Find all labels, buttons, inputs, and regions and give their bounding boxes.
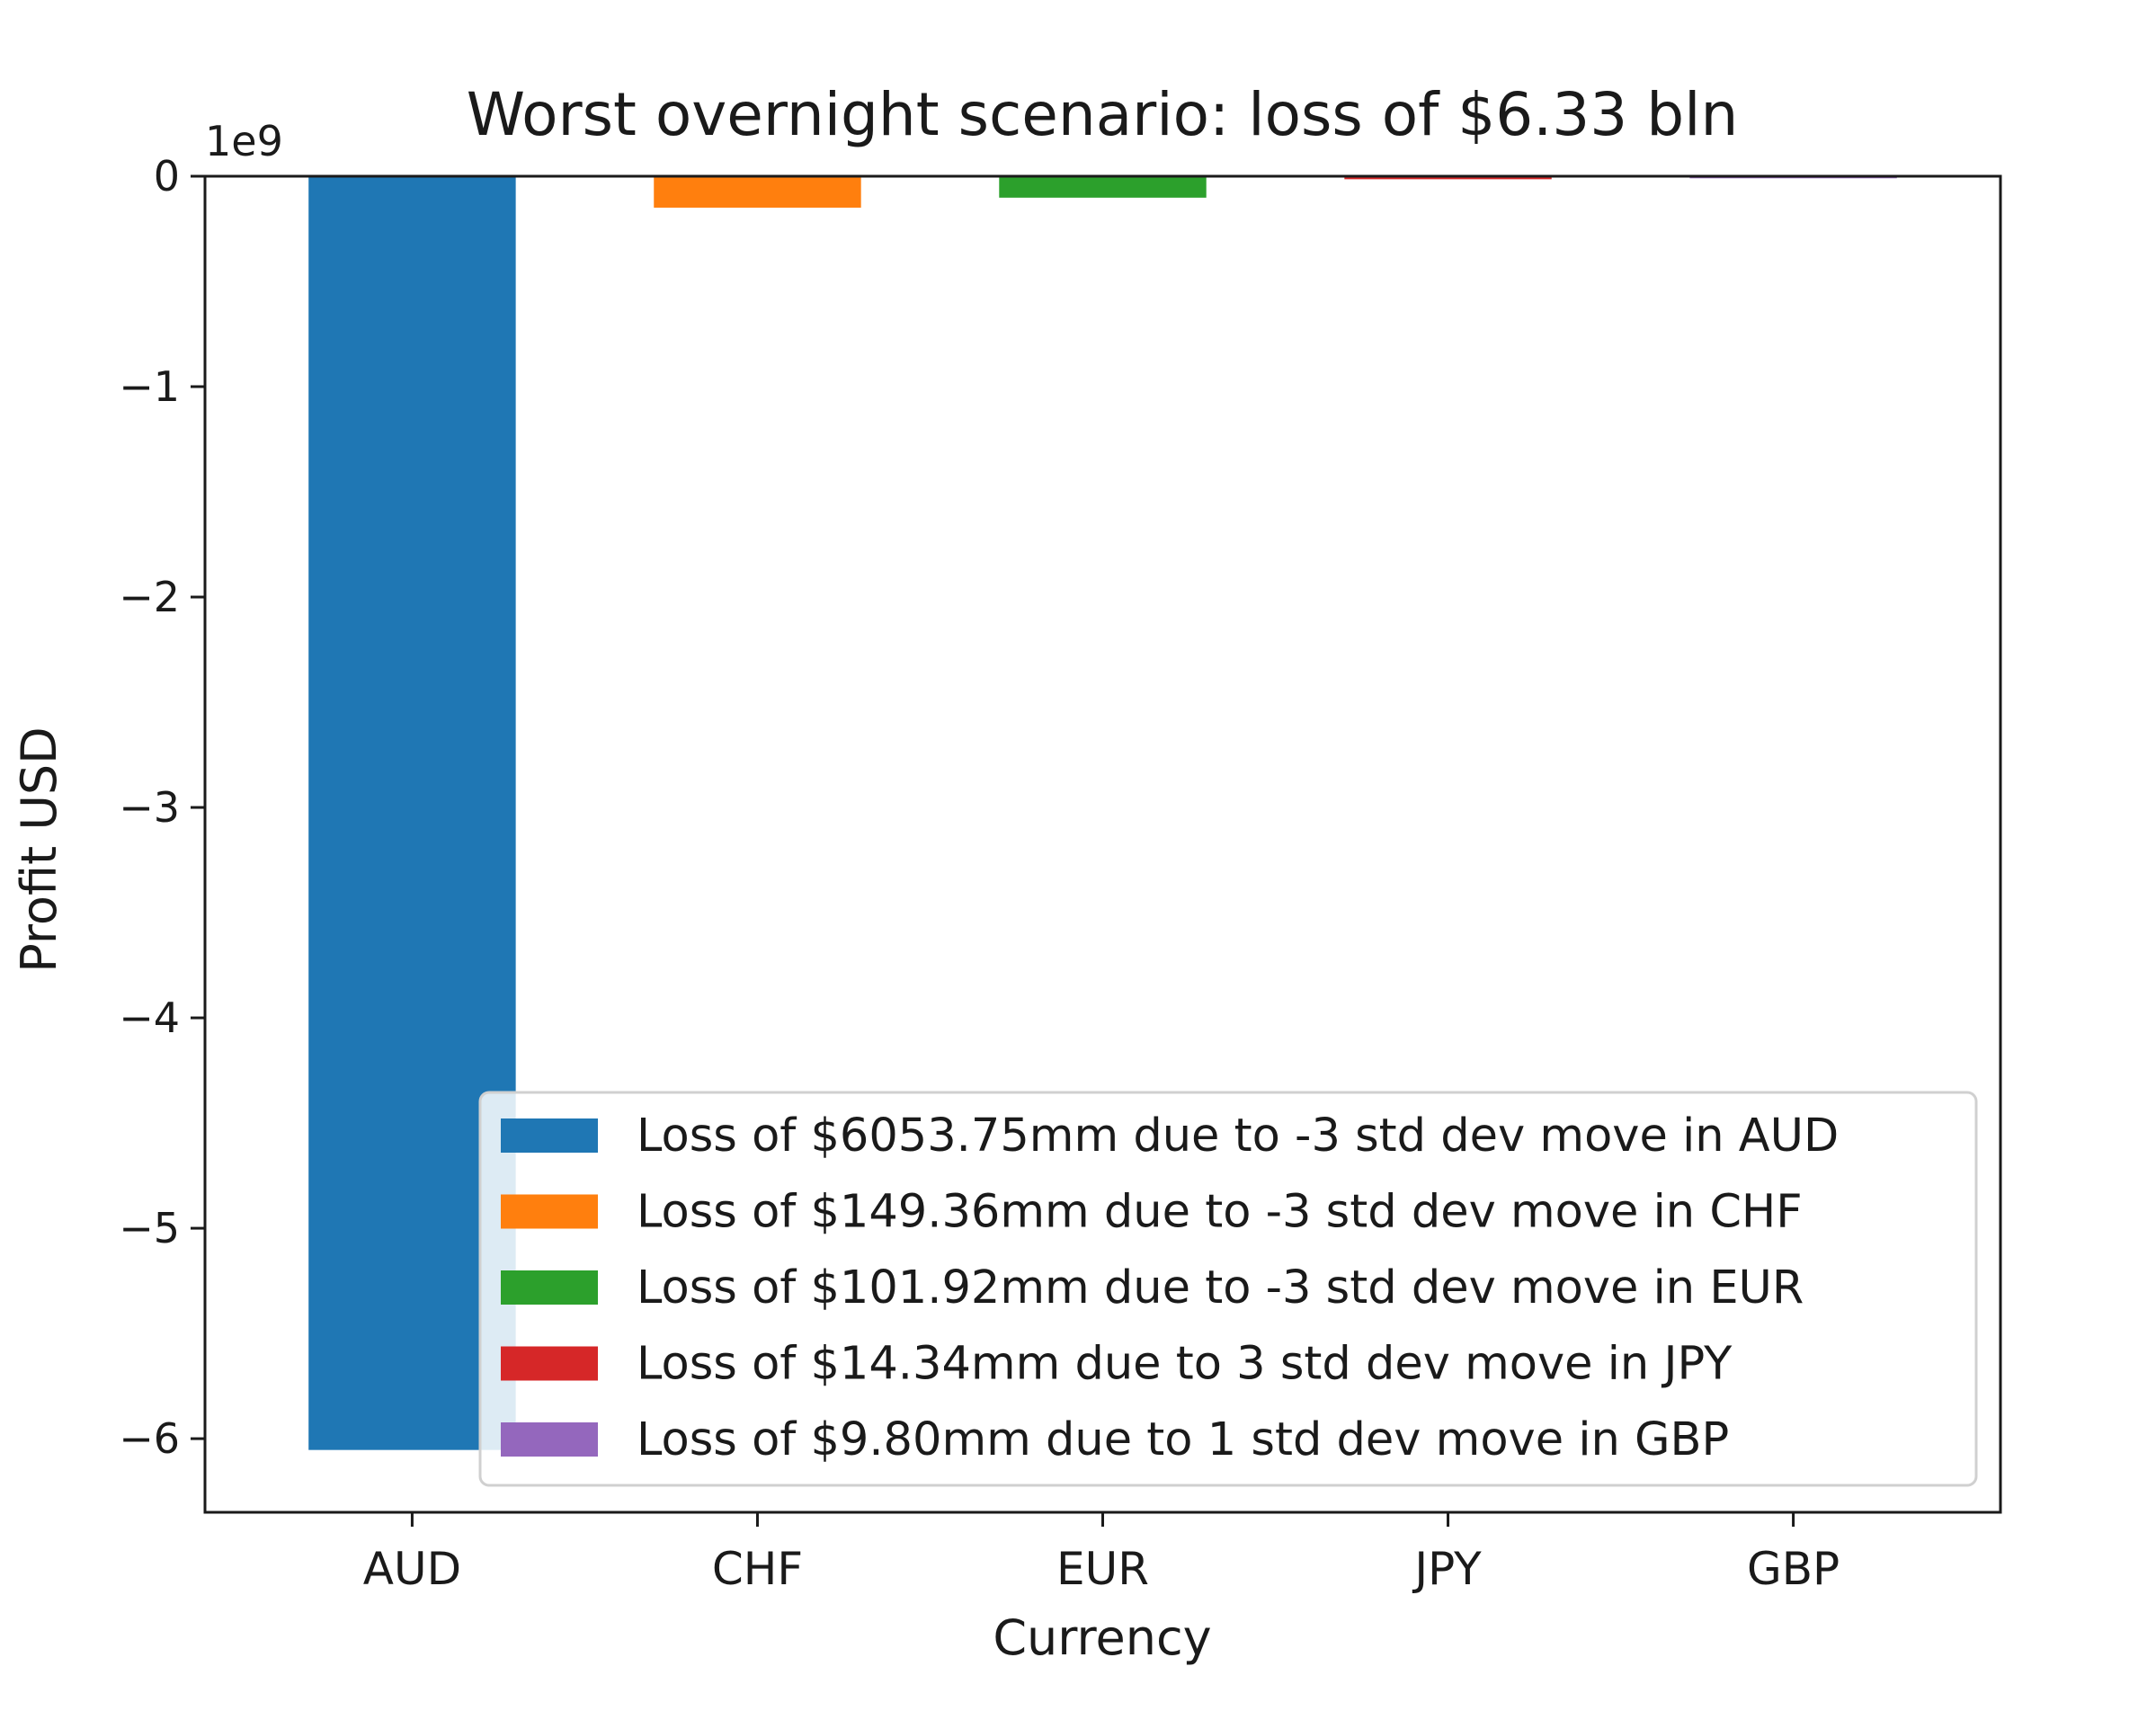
x-axis-ticks: AUD CHF EUR JPY GBP (363, 1512, 1840, 1595)
y-tick-label: −4 (119, 994, 180, 1042)
x-tick-label: JPY (1412, 1543, 1482, 1595)
legend-box (478, 1091, 1978, 1487)
legend-label: Loss of $14.34mm due to 3 std dev move i… (637, 1338, 1733, 1391)
legend-swatch (501, 1346, 598, 1381)
legend-entries: Loss of $6053.75mm due to -3 std dev mov… (501, 1109, 1839, 1466)
x-tick-label: EUR (1056, 1543, 1149, 1595)
x-tick-label: GBP (1747, 1543, 1840, 1595)
legend-swatch (501, 1194, 598, 1229)
y-axis-ticks: 0 −1 −2 −3 −4 −5 −6 (119, 152, 205, 1463)
y-tick-label: −3 (119, 783, 180, 832)
x-tick-label: CHF (712, 1543, 803, 1595)
y-tick-label: −6 (119, 1414, 180, 1463)
y-tick-label: −5 (119, 1204, 180, 1252)
x-tick-label: AUD (363, 1543, 461, 1595)
chart-title: Worst overnight scenario: loss of $6.33 … (467, 80, 1739, 149)
legend-swatch (501, 1422, 598, 1457)
legend-label: Loss of $101.92mm due to -3 std dev move… (637, 1261, 1804, 1314)
x-axis-label: Currency (993, 1609, 1211, 1666)
legend-swatch (501, 1270, 598, 1305)
bar-eur (999, 176, 1207, 198)
bar-jpy (1344, 176, 1552, 180)
legend-label: Loss of $9.80mm due to 1 std dev move in… (637, 1413, 1729, 1466)
y-axis-offset-text: 1e9 (205, 117, 283, 165)
legend-label: Loss of $6053.75mm due to -3 std dev mov… (637, 1109, 1839, 1163)
y-tick-label: 0 (154, 152, 180, 201)
bar-chf (654, 176, 861, 208)
y-tick-label: −2 (119, 573, 180, 621)
y-tick-label: −1 (119, 362, 180, 411)
legend-label: Loss of $149.36mm due to -3 std dev move… (637, 1186, 1803, 1239)
y-axis-label: Profit USD (11, 726, 67, 972)
legend: Loss of $6053.75mm due to -3 std dev mov… (478, 1091, 1978, 1487)
legend-swatch (501, 1118, 598, 1153)
